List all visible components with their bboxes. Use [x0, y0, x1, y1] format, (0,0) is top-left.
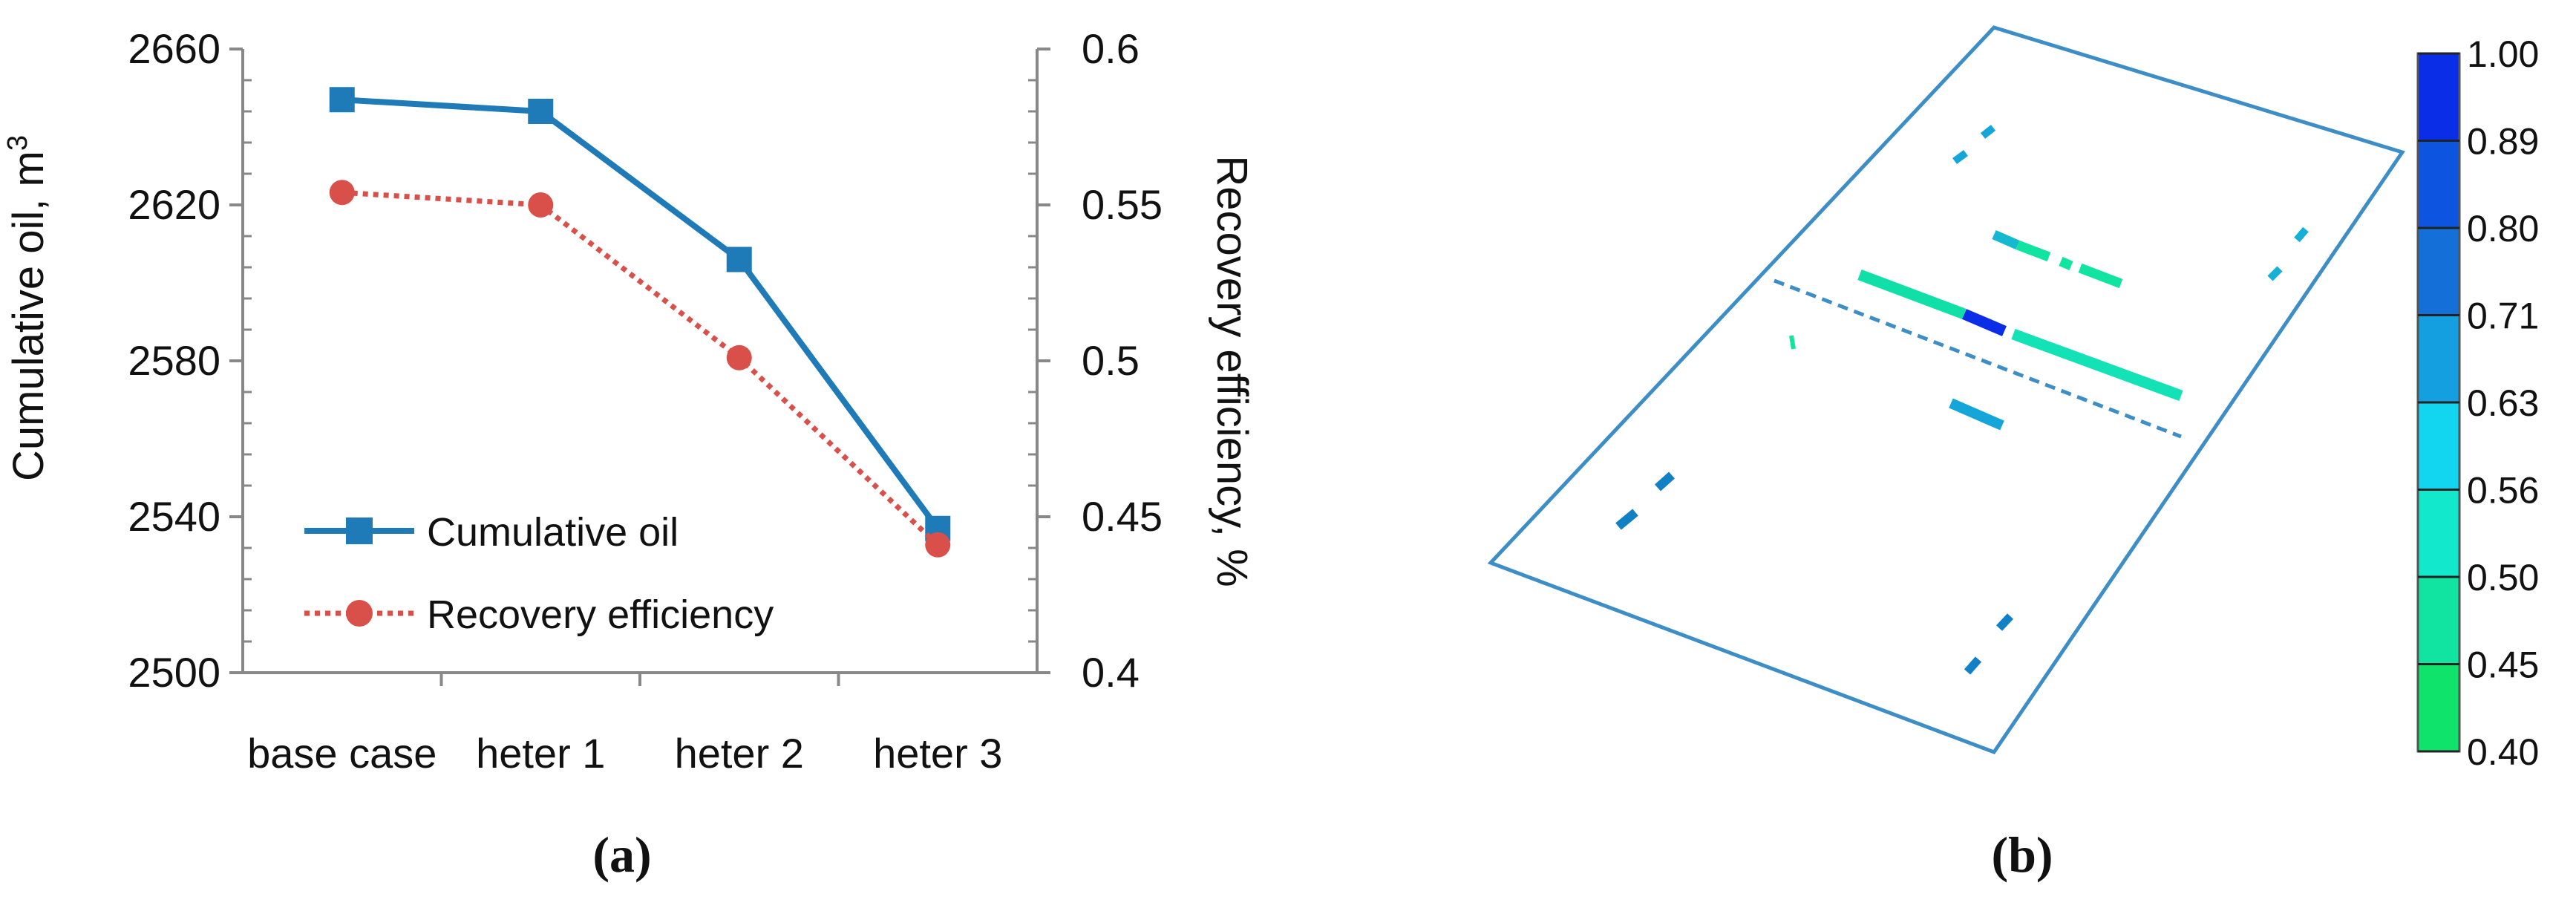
series-group — [329, 87, 951, 558]
colorbar-segment — [2418, 140, 2459, 228]
legend-label-recovery-efficiency: Recovery efficiency — [427, 592, 774, 637]
x-tick-label: heter 2 — [675, 730, 804, 777]
x-tick-label: base case — [247, 730, 437, 777]
colorbar-label: 0.80 — [2467, 208, 2539, 249]
right-tick-label: 0.5 — [1082, 337, 1140, 384]
recovery-efficiency-point-0 — [329, 180, 355, 206]
colorbar-segment — [2418, 577, 2459, 665]
colorbar-label: 0.45 — [2467, 644, 2539, 686]
series-line-0 — [341, 97, 941, 531]
colorbar-label: 0.63 — [2467, 382, 2539, 424]
legend-square-marker — [346, 517, 373, 544]
fracture-segments — [1615, 125, 2309, 675]
cumulative-oil-point-1 — [528, 99, 554, 124]
right-tick-label: 0.4 — [1082, 649, 1140, 696]
right-tick-label: 0.45 — [1082, 493, 1163, 540]
colorbar-label: 0.40 — [2467, 731, 2539, 773]
panel-label-a: (a) — [592, 826, 651, 883]
left-axis-title-text: Cumulative oil, m — [4, 151, 53, 481]
colorbar-segment — [2418, 489, 2459, 577]
right-tick-label: 0.55 — [1082, 181, 1163, 228]
domain-outline — [1487, 25, 2405, 755]
legend-circle-marker — [346, 600, 373, 627]
legend: Cumulative oil Recovery efficiency — [304, 510, 774, 637]
colorbar-label: 1.00 — [2467, 33, 2539, 75]
recovery-efficiency-point-1 — [528, 192, 554, 218]
legend-label-cumulative-oil: Cumulative oil — [427, 510, 679, 555]
line-chart-a: 2500 2540 2580 2620 2660 0.4 0.45 0.5 0.55 0.6 bas… — [2, 25, 1256, 883]
left-axis-title-superscript: 3 — [2, 135, 33, 151]
colorbar-segment — [2418, 315, 2459, 402]
plot-area-a: 2500 2540 2580 2620 2660 0.4 0.45 0.5 0.55 0.6 bas… — [128, 25, 1163, 777]
right-axis-title: Recovery efficiency, % — [1208, 155, 1256, 587]
colorbar-segment — [2418, 53, 2459, 141]
left-tick-label: 2540 — [128, 493, 220, 540]
series-line-1 — [341, 189, 940, 547]
left-tick-label: 2500 — [128, 649, 220, 696]
recovery-efficiency-point-2 — [726, 345, 752, 370]
right-tick-label: 0.6 — [1082, 25, 1140, 72]
colorbar-label: 0.71 — [2467, 295, 2539, 337]
colorbar-label: 0.56 — [2467, 470, 2539, 512]
colorbar-segment — [2418, 402, 2459, 490]
heatmap-b: 1.00 0.89 0.80 0.71 0.63 0.56 0.50 0.45 0.40 (b) — [1487, 25, 2539, 883]
panel-label-b: (b) — [1991, 826, 2053, 883]
left-tick-label: 2660 — [128, 25, 220, 72]
colorbar: 1.00 0.89 0.80 0.71 0.63 0.56 0.50 0.45 0.40 — [2416, 33, 2539, 773]
left-axis-title: Cumulative oil, m3 — [2, 135, 53, 481]
colorbar-label: 0.89 — [2467, 121, 2539, 163]
x-tick-label: heter 1 — [476, 730, 605, 777]
x-tick-label: heter 3 — [873, 730, 1002, 777]
colorbar-segment — [2418, 228, 2459, 316]
colorbar-segment — [2418, 664, 2459, 751]
recovery-efficiency-point-3 — [925, 532, 951, 558]
left-tick-label: 2620 — [128, 181, 220, 228]
left-tick-label: 2580 — [128, 337, 220, 384]
cumulative-oil-point-0 — [329, 87, 355, 113]
colorbar-label: 0.50 — [2467, 557, 2539, 598]
cumulative-oil-point-2 — [726, 246, 752, 272]
fracture-dashed-line — [1774, 278, 2182, 439]
